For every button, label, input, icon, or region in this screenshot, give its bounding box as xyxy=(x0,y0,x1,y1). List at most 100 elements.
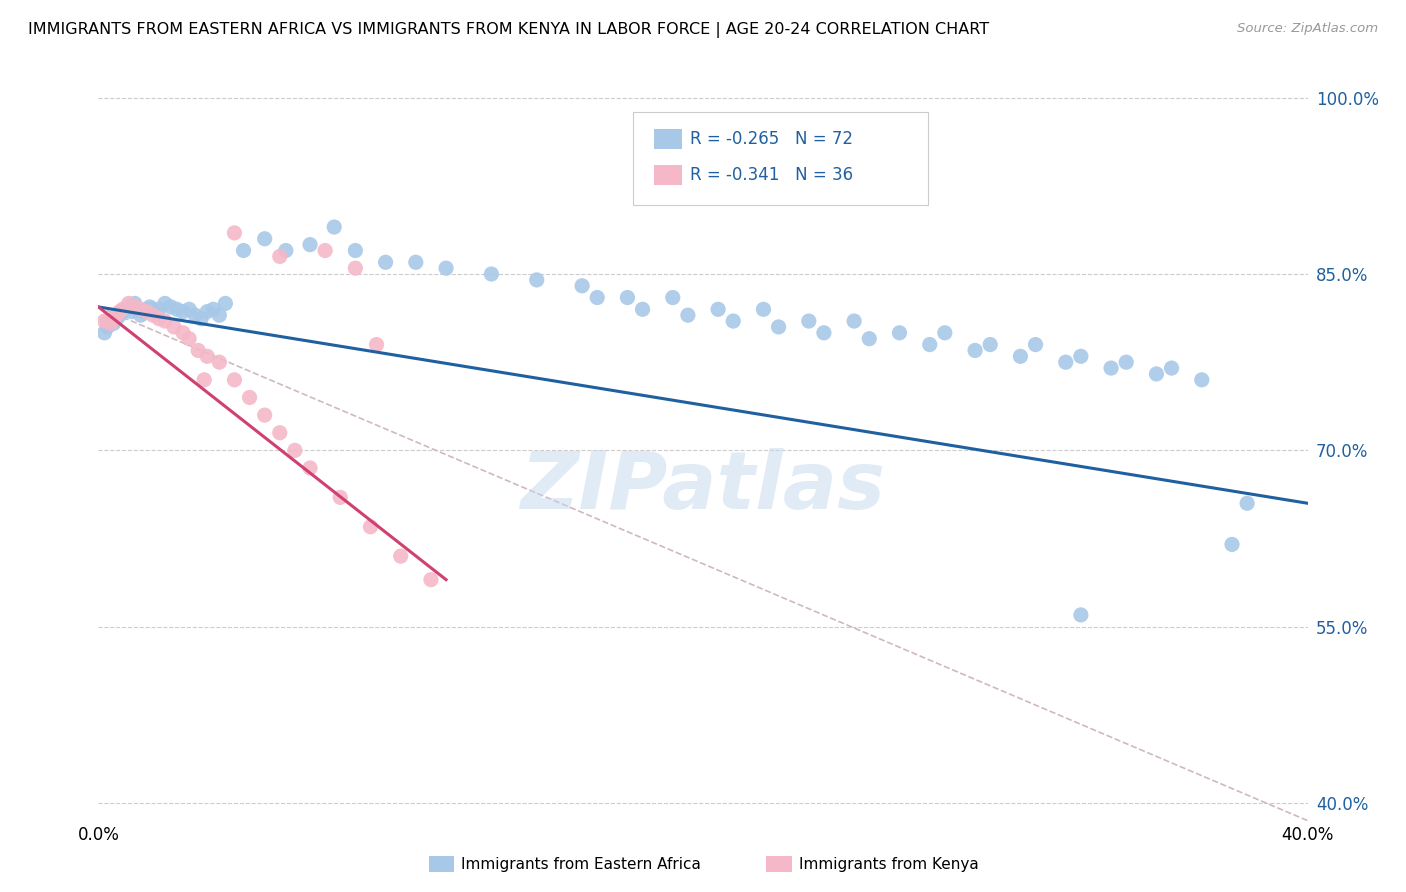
Point xyxy=(844,314,866,328)
Point xyxy=(314,244,336,258)
Point xyxy=(586,291,609,305)
Point xyxy=(160,300,183,314)
Point xyxy=(208,308,231,322)
Point xyxy=(153,314,176,328)
Point xyxy=(661,291,683,305)
Point xyxy=(253,232,276,246)
Point xyxy=(108,308,131,322)
Point xyxy=(105,308,128,322)
Point xyxy=(121,304,143,318)
Point xyxy=(187,343,209,358)
Point xyxy=(979,337,1001,351)
Point xyxy=(96,320,118,334)
Point xyxy=(148,311,170,326)
Point xyxy=(965,343,987,358)
Point xyxy=(299,461,322,475)
Point xyxy=(752,302,775,317)
Point xyxy=(239,391,262,405)
Point xyxy=(269,425,291,440)
Point xyxy=(1070,349,1092,363)
Point xyxy=(1054,355,1077,369)
Point xyxy=(284,443,307,458)
Point xyxy=(571,278,593,293)
Point xyxy=(1024,337,1046,351)
Point xyxy=(195,349,218,363)
Point xyxy=(616,291,638,305)
Point xyxy=(723,314,745,328)
Point xyxy=(232,244,254,258)
Point xyxy=(434,261,457,276)
Point xyxy=(124,296,146,310)
Point xyxy=(96,314,118,328)
Point xyxy=(172,304,194,318)
Point xyxy=(374,255,396,269)
Point xyxy=(344,261,367,276)
Point xyxy=(193,373,215,387)
Point xyxy=(190,311,212,326)
Point xyxy=(145,304,167,318)
Point xyxy=(768,320,790,334)
Point xyxy=(224,226,246,240)
Point xyxy=(274,244,297,258)
Point xyxy=(135,302,157,317)
Point xyxy=(166,302,188,317)
Text: R = -0.265   N = 72: R = -0.265 N = 72 xyxy=(690,130,853,148)
Point xyxy=(858,332,880,346)
Point xyxy=(1144,367,1167,381)
Point xyxy=(111,302,134,317)
Point xyxy=(179,302,201,317)
Point xyxy=(124,300,146,314)
Point xyxy=(344,244,367,258)
Y-axis label: In Labor Force | Age 20-24: In Labor Force | Age 20-24 xyxy=(0,341,8,542)
Point xyxy=(139,300,162,314)
Point xyxy=(202,302,225,317)
Point xyxy=(253,408,276,422)
Point xyxy=(111,304,134,318)
Point xyxy=(405,255,427,269)
Point xyxy=(631,302,654,317)
Point xyxy=(1070,607,1092,622)
Point xyxy=(184,308,207,322)
Point xyxy=(1220,537,1243,551)
Point xyxy=(481,267,503,281)
Point xyxy=(100,314,122,328)
Point xyxy=(918,337,941,351)
Point xyxy=(118,300,141,314)
Point xyxy=(1010,349,1032,363)
Text: Immigrants from Kenya: Immigrants from Kenya xyxy=(799,857,979,871)
Point xyxy=(323,219,346,234)
Point xyxy=(163,320,186,334)
Point xyxy=(797,314,820,328)
Point xyxy=(129,308,152,322)
Point xyxy=(114,302,136,317)
Point xyxy=(127,302,149,317)
Text: R = -0.341   N = 36: R = -0.341 N = 36 xyxy=(690,166,853,184)
Point xyxy=(142,308,165,322)
Point xyxy=(118,296,141,310)
Point xyxy=(135,304,157,318)
Point xyxy=(214,296,236,310)
Point xyxy=(526,273,548,287)
Point xyxy=(1115,355,1137,369)
Text: Immigrants from Eastern Africa: Immigrants from Eastern Africa xyxy=(461,857,702,871)
Point xyxy=(360,520,382,534)
Text: IMMIGRANTS FROM EASTERN AFRICA VS IMMIGRANTS FROM KENYA IN LABOR FORCE | AGE 20-: IMMIGRANTS FROM EASTERN AFRICA VS IMMIGR… xyxy=(28,22,990,38)
Point xyxy=(103,311,125,326)
Point xyxy=(142,302,165,317)
Point xyxy=(813,326,835,340)
Point xyxy=(1160,361,1182,376)
Point xyxy=(224,373,246,387)
Point xyxy=(1191,373,1213,387)
Point xyxy=(366,337,388,351)
Point xyxy=(105,311,128,326)
Point xyxy=(1099,361,1122,376)
Point xyxy=(153,296,176,310)
Point xyxy=(299,237,322,252)
Point xyxy=(420,573,443,587)
Point xyxy=(208,355,231,369)
Text: Source: ZipAtlas.com: Source: ZipAtlas.com xyxy=(1237,22,1378,36)
Point xyxy=(389,549,412,563)
Point xyxy=(269,249,291,263)
Point xyxy=(1236,496,1258,510)
Point xyxy=(100,317,122,331)
